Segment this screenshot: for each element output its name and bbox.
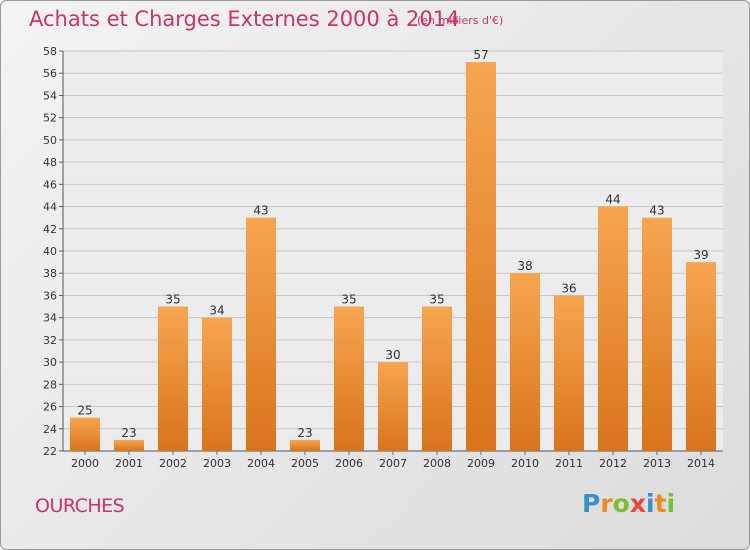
bar-2006 [334, 306, 364, 451]
bar-value-label: 35 [165, 293, 180, 307]
bar-2008 [422, 306, 452, 451]
y-tick-label: 48 [43, 156, 57, 169]
logo-letter: t [654, 489, 667, 518]
y-tick-label: 50 [43, 134, 57, 147]
logo-letter: r [600, 489, 613, 518]
x-tick-label: 2001 [115, 457, 143, 470]
bar-value-label: 39 [693, 248, 708, 262]
bar-2001 [114, 439, 144, 451]
y-tick-label: 22 [43, 445, 57, 458]
bar-value-label: 23 [121, 426, 136, 440]
x-tick-label: 2004 [247, 457, 275, 470]
bar-value-label: 23 [297, 426, 312, 440]
x-tick-label: 2006 [335, 457, 363, 470]
x-tick-label: 2012 [599, 457, 627, 470]
y-tick-label: 24 [43, 423, 57, 436]
logo-letter: P [582, 489, 601, 518]
bar-2013 [642, 217, 672, 451]
bar-2003 [202, 317, 232, 451]
bar-value-label: 38 [517, 259, 532, 273]
y-tick-label: 28 [43, 378, 57, 391]
bar-value-label: 30 [385, 348, 400, 362]
x-tick-label: 2007 [379, 457, 407, 470]
bar-2005 [290, 439, 320, 451]
x-tick-label: 2010 [511, 457, 539, 470]
bar-value-label: 35 [341, 293, 356, 307]
x-tick-label: 2011 [555, 457, 583, 470]
bar-2002 [158, 306, 188, 451]
y-tick-label: 56 [43, 67, 57, 80]
y-tick-label: 58 [43, 45, 57, 58]
y-tick-label: 32 [43, 334, 57, 347]
chart-subtitle: (en milliers d'€) [417, 14, 504, 27]
y-tick-label: 54 [43, 89, 57, 102]
y-tick-label: 30 [43, 356, 57, 369]
bar-2009 [466, 62, 496, 451]
logo-letter: i [666, 489, 676, 518]
x-tick-label: 2013 [643, 457, 671, 470]
bar-2010 [510, 273, 540, 451]
bar-2000 [70, 417, 100, 451]
x-tick-label: 2002 [159, 457, 187, 470]
commune-name: OURCHES [35, 495, 125, 517]
bar-2014 [686, 262, 716, 451]
y-tick-label: 38 [43, 267, 57, 280]
bar-value-label: 43 [649, 204, 664, 218]
bar-value-label: 44 [605, 193, 620, 207]
y-tick-label: 26 [43, 401, 57, 414]
logo-letter: i [646, 489, 655, 518]
logo-letter: x [629, 489, 646, 518]
x-tick-label: 2009 [467, 457, 495, 470]
bar-2012 [598, 206, 628, 451]
y-tick-label: 36 [43, 289, 57, 302]
x-tick-label: 2000 [71, 457, 99, 470]
proxiti-logo[interactable]: Proxiti [582, 489, 675, 518]
bar-2007 [378, 362, 408, 451]
y-tick-label: 42 [43, 223, 57, 236]
x-tick-label: 2014 [687, 457, 715, 470]
bar-value-label: 57 [473, 48, 488, 62]
y-tick-label: 44 [43, 201, 57, 214]
y-tick-label: 52 [43, 112, 57, 125]
y-tick-label: 40 [43, 245, 57, 258]
x-tick-label: 2008 [423, 457, 451, 470]
bar-2004 [246, 217, 276, 451]
y-tick-label: 34 [43, 312, 57, 325]
logo-letter: o [612, 489, 630, 518]
x-tick-label: 2005 [291, 457, 319, 470]
chart-title: Achats et Charges Externes 2000 à 2014 [29, 7, 460, 31]
x-tick-label: 2003 [203, 457, 231, 470]
bar-2011 [554, 295, 584, 451]
y-tick-label: 46 [43, 178, 57, 191]
bar-value-label: 25 [77, 404, 92, 418]
bar-value-label: 43 [253, 204, 268, 218]
bar-value-label: 34 [209, 304, 224, 318]
bar-value-label: 35 [429, 293, 444, 307]
bar-value-label: 36 [561, 281, 576, 295]
